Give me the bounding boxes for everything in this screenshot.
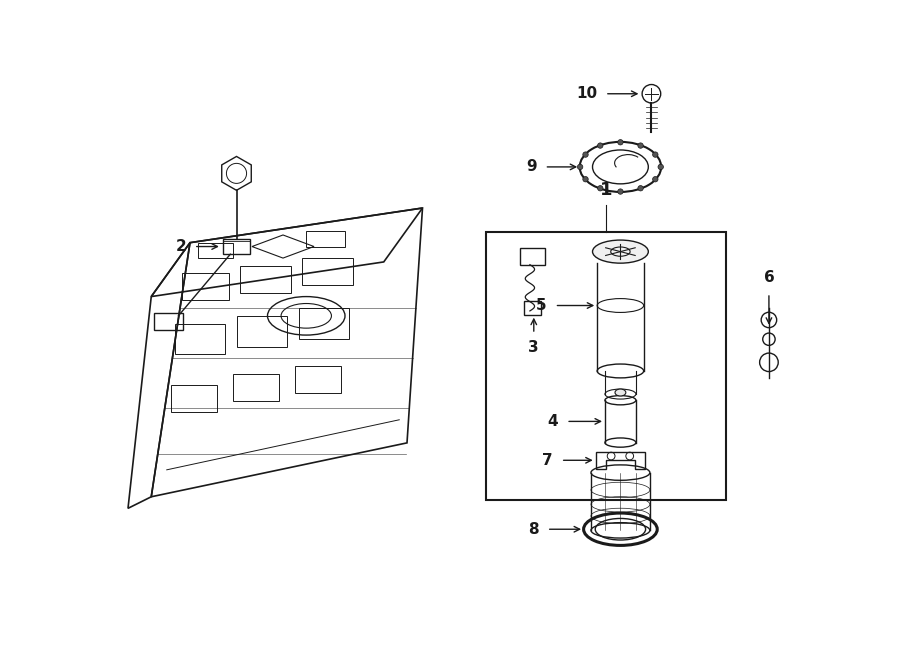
Bar xyxy=(486,232,726,500)
Bar xyxy=(520,248,544,265)
Circle shape xyxy=(652,177,658,182)
Circle shape xyxy=(617,140,623,145)
Bar xyxy=(154,312,183,330)
Bar xyxy=(524,301,541,314)
Bar xyxy=(222,239,250,254)
Circle shape xyxy=(638,143,644,148)
Text: 8: 8 xyxy=(528,522,539,537)
Text: 4: 4 xyxy=(548,414,558,429)
Text: 1: 1 xyxy=(599,181,612,199)
Circle shape xyxy=(652,152,658,158)
Circle shape xyxy=(578,164,583,169)
Text: 7: 7 xyxy=(543,453,553,468)
Ellipse shape xyxy=(592,240,648,263)
Text: 9: 9 xyxy=(526,160,536,174)
Text: 10: 10 xyxy=(576,86,598,101)
Circle shape xyxy=(617,189,623,194)
Circle shape xyxy=(638,185,644,191)
Circle shape xyxy=(598,185,603,191)
Circle shape xyxy=(598,143,603,148)
Text: 2: 2 xyxy=(176,239,186,254)
Circle shape xyxy=(583,177,589,182)
Text: 3: 3 xyxy=(528,340,539,355)
Ellipse shape xyxy=(611,247,630,256)
Ellipse shape xyxy=(615,389,626,396)
Text: 6: 6 xyxy=(763,270,774,285)
Circle shape xyxy=(583,152,589,158)
Text: 5: 5 xyxy=(536,298,547,313)
Circle shape xyxy=(658,164,663,169)
